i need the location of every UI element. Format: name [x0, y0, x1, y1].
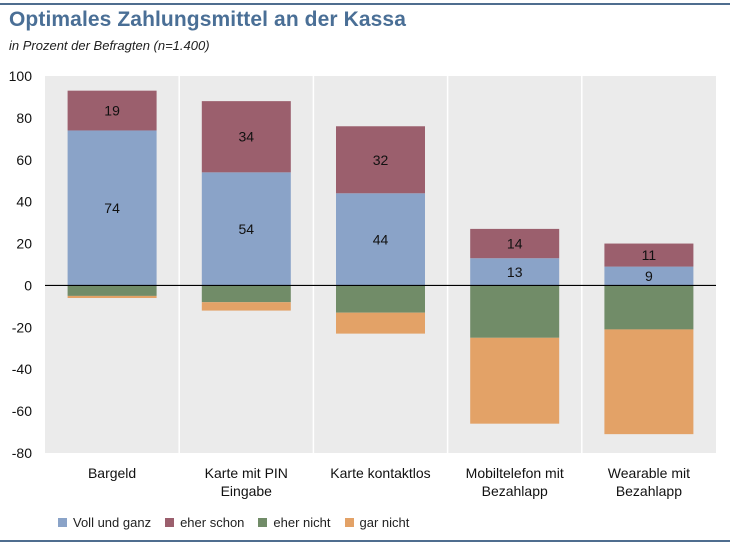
legend-label-eher-schon: eher schon: [180, 515, 245, 530]
y-tick-label: 60: [16, 152, 32, 168]
legend-swatch-eher-nicht: [258, 518, 268, 527]
chart-title: Optimales Zahlungsmittel an der Kassa: [9, 8, 406, 31]
y-tick-label: -40: [12, 361, 32, 377]
x-category-label: Eingabe: [221, 483, 273, 499]
data-label: 54: [239, 221, 255, 237]
bar-segment: [470, 337, 560, 424]
legend-swatch-voll-und-ganz: [58, 518, 67, 527]
bottom-rule: [0, 540, 730, 542]
y-tick-label: -80: [12, 445, 32, 461]
y-tick-label: 40: [16, 194, 32, 210]
bar-segment: [67, 90, 157, 131]
bar-segment: [336, 193, 425, 286]
data-label: 32: [373, 152, 389, 168]
bar-segment: [470, 258, 560, 286]
bar-segment: [201, 172, 291, 286]
y-tick-label: -20: [12, 319, 32, 335]
x-category-label: Wearable mit: [608, 465, 690, 481]
bar-segment: [604, 266, 694, 286]
bar-segment: [604, 243, 694, 267]
x-category-label: Bargeld: [88, 465, 136, 481]
bar-segment: [336, 312, 425, 334]
data-label: 13: [507, 264, 523, 280]
y-tick-label: 100: [9, 68, 33, 84]
legend-item-gar-nicht: gar nicht: [344, 515, 410, 530]
bar-segment: [470, 285, 560, 338]
bar-segment: [336, 126, 425, 194]
bar-segment: [201, 101, 291, 173]
data-label: 9: [645, 268, 653, 284]
bar-segment: [201, 285, 291, 303]
bar-segment: [604, 329, 694, 435]
legend-swatch-eher-schon: [165, 518, 175, 527]
bar-segment: [470, 228, 560, 259]
data-label: 34: [239, 129, 255, 145]
data-label: 74: [104, 200, 120, 216]
x-category-label: Bezahlapp: [616, 483, 682, 499]
bar-segment: [336, 285, 425, 313]
legend-label-eher-nicht: eher nicht: [273, 515, 331, 530]
legend-label-gar-nicht: gar nicht: [359, 515, 410, 530]
x-category-label: Mobiltelefon mit: [466, 465, 564, 481]
y-tick-label: 80: [16, 110, 32, 126]
data-label: 14: [507, 236, 523, 252]
data-label: 11: [642, 247, 657, 263]
x-category-label: Bezahlapp: [482, 483, 548, 499]
top-rule: [0, 3, 730, 5]
bar-segment: [604, 285, 694, 330]
legend-label-voll-und-ganz: Voll und ganz: [73, 515, 152, 530]
bar-segment: [67, 295, 157, 299]
legend-item-voll-und-ganz: Voll und ganz: [58, 515, 151, 530]
y-tick-label: 0: [24, 277, 32, 293]
chart-subtitle: in Prozent der Befragten (n=1.400): [9, 38, 210, 53]
x-category-label: Karte kontaktlos: [330, 465, 430, 481]
legend: Voll und ganz eher schon eher nicht gar …: [58, 515, 409, 530]
y-tick-label: -60: [12, 403, 32, 419]
data-label: 19: [104, 103, 120, 119]
bar-segment: [201, 302, 291, 311]
bar-segment: [67, 285, 157, 296]
bar-segment: [67, 130, 157, 286]
legend-swatch-gar-nicht: [344, 518, 354, 527]
y-tick-label: 20: [16, 236, 32, 252]
data-label: 44: [373, 231, 389, 247]
x-category-label: Karte mit PIN: [205, 465, 288, 481]
legend-item-eher-nicht: eher nicht: [258, 515, 331, 530]
legend-item-eher-schon: eher schon: [165, 515, 244, 530]
